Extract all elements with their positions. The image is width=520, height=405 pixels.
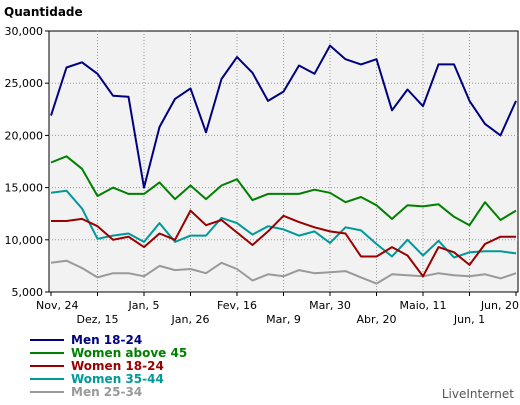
y-tick-label: 10,000	[5, 234, 44, 247]
y-axis-title: Quantidade	[4, 5, 83, 19]
series-lines	[50, 44, 517, 285]
legend-label-men-25-34: Men 25-34	[71, 385, 142, 399]
x-tick-label: Jun, 20	[480, 299, 519, 312]
grid-lines	[49, 31, 518, 292]
y-tick-label: 20,000	[5, 129, 44, 142]
series-line-women-above-45	[50, 155, 517, 227]
x-tick-label: Jan, 5	[128, 299, 160, 312]
x-tick-label: Mar, 9	[266, 313, 301, 326]
y-axis: 5,000 10,000 15,000 20,000 25,000 30,000	[5, 25, 49, 299]
x-tick-label: Nov, 24	[36, 299, 78, 312]
x-tick-label: Fev, 16	[217, 299, 257, 312]
x-tick-label: Maio, 11	[399, 299, 446, 312]
x-tick-label: Jan, 26	[171, 313, 210, 326]
series-line-women-18-24	[51, 209, 516, 278]
credit-label: LiveInternet	[442, 387, 514, 401]
y-tick-label: 15,000	[5, 182, 44, 195]
x-tick-label: Dez, 15	[76, 313, 118, 326]
x-tick-label: Abr, 20	[356, 313, 396, 326]
legend-label-women-above-45: Women above 45	[71, 346, 187, 360]
legend-label-women-35-44: Women 35-44	[71, 372, 164, 386]
series-line-women-35-44	[50, 189, 517, 259]
series-line-men-18-24	[50, 44, 517, 189]
y-tick-label: 25,000	[5, 77, 44, 90]
legend-label-men-18-24: Men 18-24	[71, 333, 142, 347]
y-tick-label: 30,000	[5, 25, 44, 38]
y-tick-label: 5,000	[12, 286, 44, 299]
legend-label-women-18-24: Women 18-24	[71, 359, 164, 373]
x-tick-label: Mar, 30	[309, 299, 351, 312]
x-tick-label: Jun, 1	[453, 313, 485, 326]
series-line-men-25-34	[50, 259, 517, 285]
